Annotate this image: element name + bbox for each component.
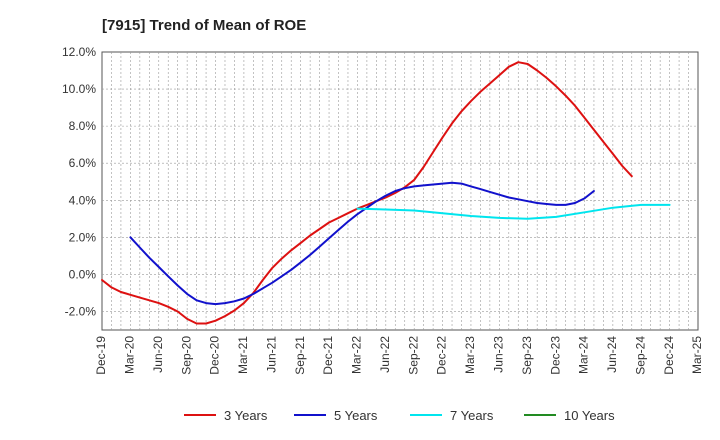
y-tick-label: 8.0% <box>69 119 97 133</box>
y-tick-label: 4.0% <box>69 193 97 207</box>
x-tick-label: Dec-19 <box>94 336 108 375</box>
x-tick-label: Sep-23 <box>520 336 534 375</box>
series-line-5-years <box>129 181 595 306</box>
x-tick-label: Dec-22 <box>435 336 449 375</box>
y-tick-label: 0.0% <box>69 267 97 281</box>
x-tick-label: Jun-22 <box>378 336 392 373</box>
x-tick-label: Jun-21 <box>264 336 278 373</box>
series-line-3-years <box>101 61 633 325</box>
x-tick-label: Sep-24 <box>633 336 647 375</box>
x-tick-label: Jun-20 <box>151 336 165 373</box>
series-line-7-years <box>356 203 671 220</box>
x-tick-label: Sep-20 <box>179 336 193 375</box>
x-tick-label: Dec-21 <box>321 336 335 375</box>
x-tick-label: Mar-25 <box>690 336 704 374</box>
legend: 3 Years 5 Years 7 Years 10 Years <box>184 408 615 423</box>
legend-label-3-years: 3 Years <box>224 408 268 423</box>
x-tick-label: Sep-21 <box>293 336 307 375</box>
y-tick-label: 12.0% <box>62 45 96 59</box>
x-tick-label: Sep-22 <box>406 336 420 375</box>
y-tick-label: 6.0% <box>69 156 97 170</box>
x-tick-label: Mar-20 <box>123 336 137 374</box>
x-tick-label: Dec-24 <box>662 336 676 375</box>
y-tick-label: 2.0% <box>69 230 97 244</box>
x-axis-ticks: Dec-19 Mar-20 Jun-20 Sep-20 Dec-20 Mar-21 Jun-… <box>94 336 704 375</box>
series-layer <box>101 61 671 325</box>
legend-label-7-years: 7 Years <box>450 408 494 423</box>
grid <box>102 52 698 330</box>
x-tick-label: Jun-24 <box>605 336 619 373</box>
y-tick-label: 10.0% <box>62 82 96 96</box>
x-tick-label: Mar-24 <box>577 336 591 374</box>
legend-label-5-years: 5 Years <box>334 408 378 423</box>
legend-label-10-years: 10 Years <box>564 408 615 423</box>
chart-title: [7915] Trend of Mean of ROE <box>102 17 306 34</box>
y-tick-label: -2.0% <box>65 304 97 318</box>
x-tick-label: Dec-20 <box>208 336 222 375</box>
x-tick-label: Mar-23 <box>463 336 477 374</box>
x-tick-label: Dec-23 <box>548 336 562 375</box>
x-tick-label: Jun-23 <box>492 336 506 373</box>
y-axis-ticks: 12.0% 10.0% 8.0% 6.0% 4.0% 2.0% 0.0% -2.0% <box>62 45 96 318</box>
x-tick-label: Mar-22 <box>350 336 364 374</box>
x-tick-label: Mar-21 <box>236 336 250 374</box>
